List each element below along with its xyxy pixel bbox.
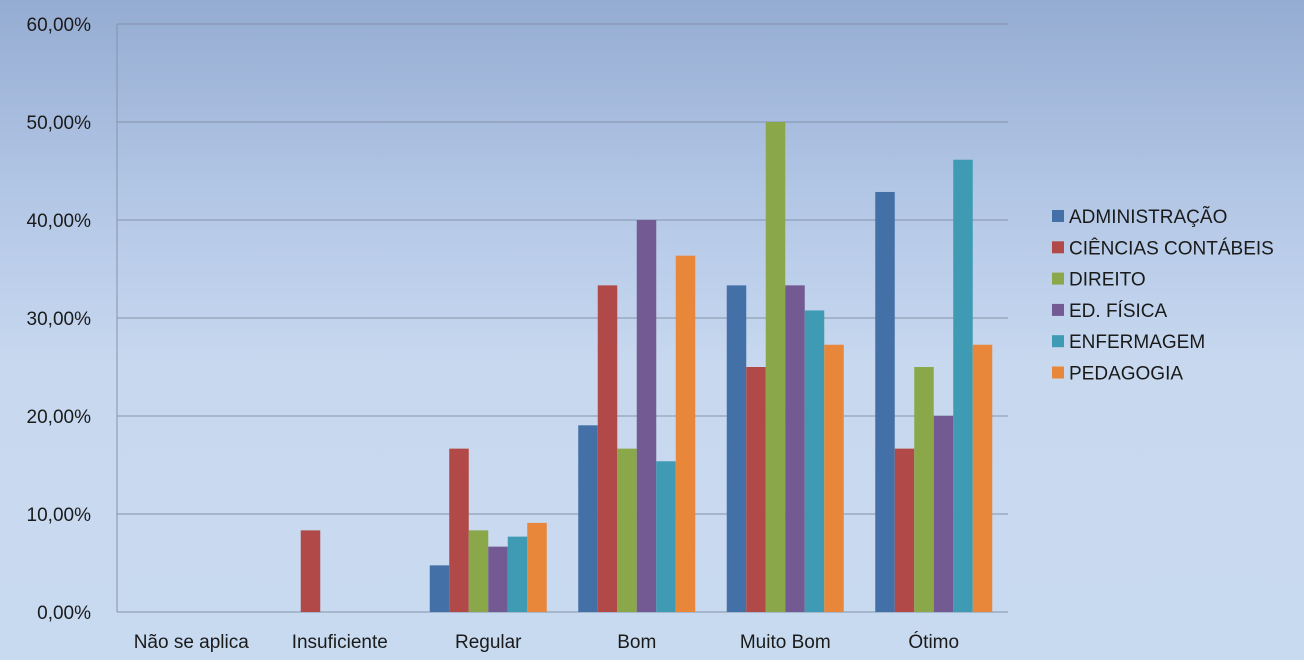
- bar-direito-muito-bom: [765, 122, 786, 612]
- y-tick-label: 10,00%: [27, 505, 92, 526]
- y-tick-labels: 0,00% 10,00% 20,00% 30,00% 40,00% 50,00% 60,00…: [27, 15, 92, 624]
- bar-administracao-muito-bom: [726, 285, 747, 612]
- legend-item-pedagogia: PEDAGOGIA: [1052, 364, 1183, 385]
- bar-ciencias-contabeis-regular: [449, 448, 469, 612]
- legend-item-ed-fisica: ED. FÍSICA: [1052, 301, 1168, 322]
- y-tick-label: 20,00%: [27, 407, 92, 428]
- bar-direito-regular: [468, 530, 489, 612]
- bar-enfermagem-otimo: [953, 159, 973, 613]
- bar-ed-fisica-bom: [636, 220, 657, 612]
- legend-item-administracao: ADMINISTRAÇÃO: [1052, 206, 1227, 228]
- bar-ciencias-contabeis-bom: [597, 285, 618, 612]
- bar-pedagogia-regular: [527, 522, 547, 612]
- y-tick-label: 40,00%: [27, 211, 92, 232]
- legend-swatch: [1052, 335, 1064, 348]
- y-tick-label: 30,00%: [27, 309, 92, 330]
- x-tick-labels: Não se aplica Insuficiente Regular Bom Muito…: [134, 631, 959, 653]
- legend-label: ENFERMAGEM: [1069, 332, 1205, 353]
- bar-administracao-bom: [578, 425, 598, 612]
- legend-swatch: [1052, 210, 1064, 222]
- bar-ed-fisica-regular: [488, 546, 508, 612]
- bar-ed-fisica-muito-bom: [785, 285, 805, 612]
- legend-label: ED. FÍSICA: [1069, 301, 1168, 322]
- bar-administracao-otimo: [875, 191, 895, 613]
- legend-swatch: [1052, 272, 1064, 285]
- x-tick-label: Muito Bom: [740, 632, 831, 653]
- bar-enfermagem-muito-bom: [804, 310, 825, 612]
- legend-item-ciencias-contabeis: CIÊNCIAS CONTÁBEIS: [1052, 237, 1274, 259]
- bar-ciencias-contabeis-insuficiente: [300, 530, 321, 612]
- legend-item-enfermagem: ENFERMAGEM: [1052, 332, 1205, 353]
- bars: [300, 122, 993, 613]
- legend-swatch: [1052, 241, 1064, 254]
- y-tick-label: 0,00%: [37, 603, 91, 624]
- bar-pedagogia-otimo: [972, 344, 993, 612]
- y-tick-label: 60,00%: [27, 15, 92, 36]
- legend: ADMINISTRAÇÃO CIÊNCIAS CONTÁBEIS DIREITO ED…: [1052, 206, 1274, 385]
- x-tick-label: Insuficiente: [292, 632, 388, 653]
- x-tick-label: Regular: [455, 632, 522, 653]
- legend-label: ADMINISTRAÇÃO: [1069, 206, 1227, 228]
- gridlines: [117, 23, 1008, 515]
- x-tick-label: Bom: [617, 632, 656, 653]
- bar-ed-fisica-otimo: [933, 416, 954, 612]
- bar-direito-bom: [617, 448, 637, 612]
- x-tick-label: Não se aplica: [134, 632, 250, 653]
- bar-enfermagem-regular: [507, 536, 528, 612]
- legend-swatch: [1052, 366, 1064, 379]
- legend-item-direito: DIREITO: [1052, 270, 1146, 291]
- y-tick-label: 50,00%: [27, 113, 92, 134]
- x-tick-label: Ótimo: [908, 631, 959, 653]
- bar-pedagogia-bom: [675, 255, 696, 612]
- legend-label: DIREITO: [1069, 270, 1146, 291]
- bar-enfermagem-bom: [656, 461, 676, 612]
- legend-label: CIÊNCIAS CONTÁBEIS: [1069, 237, 1274, 259]
- bar-ciencias-contabeis-muito-bom: [746, 367, 766, 612]
- bar-pedagogia-muito-bom: [824, 344, 844, 612]
- bar-administracao-regular: [429, 565, 450, 612]
- bar-direito-otimo: [914, 367, 934, 612]
- legend-swatch: [1052, 303, 1064, 316]
- bar-ciencias-contabeis-otimo: [894, 448, 915, 612]
- legend-label: PEDAGOGIA: [1069, 364, 1183, 385]
- axes: [116, 24, 1008, 613]
